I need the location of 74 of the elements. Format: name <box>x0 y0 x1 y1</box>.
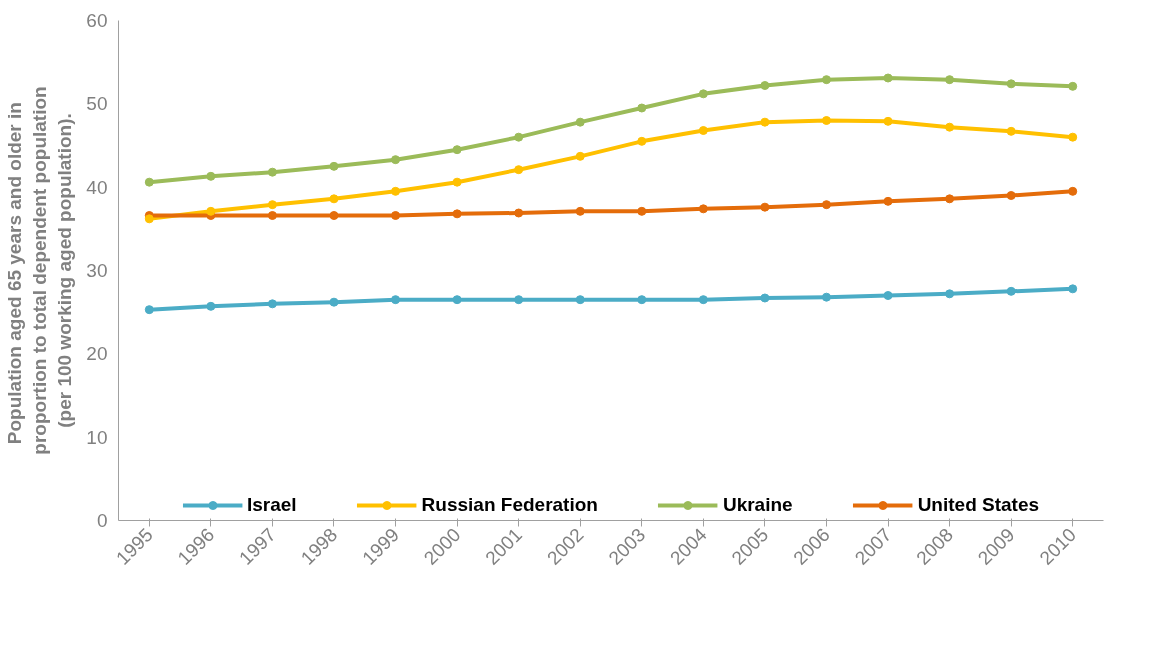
point <box>821 200 831 210</box>
legend-label: Ukraine <box>722 494 793 516</box>
point <box>760 117 770 127</box>
point <box>883 291 893 300</box>
point <box>144 214 154 224</box>
y-tick-label: 60 <box>86 10 108 31</box>
point <box>698 295 708 305</box>
point <box>637 136 647 146</box>
point <box>821 116 831 125</box>
point <box>391 186 401 196</box>
point <box>637 295 647 305</box>
point <box>329 211 339 220</box>
point <box>144 177 154 187</box>
point <box>452 295 462 305</box>
point <box>452 177 462 187</box>
point <box>883 196 893 206</box>
point <box>637 103 647 113</box>
point <box>514 295 524 305</box>
point <box>452 209 462 219</box>
point <box>698 126 708 135</box>
y-tick-label: 0 <box>96 510 108 531</box>
point <box>267 167 277 177</box>
point <box>1068 132 1078 142</box>
point <box>698 204 708 214</box>
legend-label: Russian Federation <box>421 494 598 516</box>
point <box>1006 286 1016 296</box>
point <box>637 206 647 216</box>
point <box>575 151 585 161</box>
point <box>760 202 770 212</box>
point <box>514 208 524 218</box>
y-tick-label: 30 <box>86 260 108 281</box>
point <box>329 297 339 307</box>
y-axis-title: Population aged 65 years and older in proportion to total dependent population (per 100 working aged population). <box>3 86 76 455</box>
point <box>760 81 770 90</box>
point <box>206 301 216 311</box>
point <box>267 211 277 220</box>
point <box>391 155 401 165</box>
point <box>1006 126 1016 136</box>
point <box>267 200 277 210</box>
y-tick-label: 20 <box>86 343 108 365</box>
point <box>1068 284 1078 294</box>
point <box>1006 79 1016 89</box>
point <box>760 293 770 303</box>
point <box>821 75 831 85</box>
legend-label: United States <box>917 494 1040 516</box>
point <box>575 206 585 216</box>
point <box>883 116 893 126</box>
point <box>1068 186 1078 196</box>
legend-label: Israel <box>246 494 297 516</box>
point <box>945 289 955 299</box>
point <box>698 89 708 99</box>
point <box>452 145 462 155</box>
y-tick-label: 10 <box>86 426 108 448</box>
point <box>391 211 401 220</box>
point <box>206 206 216 216</box>
point <box>945 122 955 132</box>
point <box>945 75 955 85</box>
point <box>821 292 831 302</box>
point <box>883 73 893 83</box>
point <box>267 299 277 309</box>
point <box>1068 81 1078 91</box>
point <box>206 171 216 181</box>
point <box>329 194 339 204</box>
y-tick-label: 50 <box>86 93 108 115</box>
point <box>144 305 154 315</box>
point <box>575 117 585 127</box>
point <box>575 295 585 305</box>
point <box>514 165 524 175</box>
point <box>329 161 339 171</box>
point <box>1006 191 1016 200</box>
point <box>391 295 401 305</box>
y-tick-label: 40 <box>86 176 108 198</box>
point <box>945 194 955 204</box>
point <box>514 132 524 142</box>
